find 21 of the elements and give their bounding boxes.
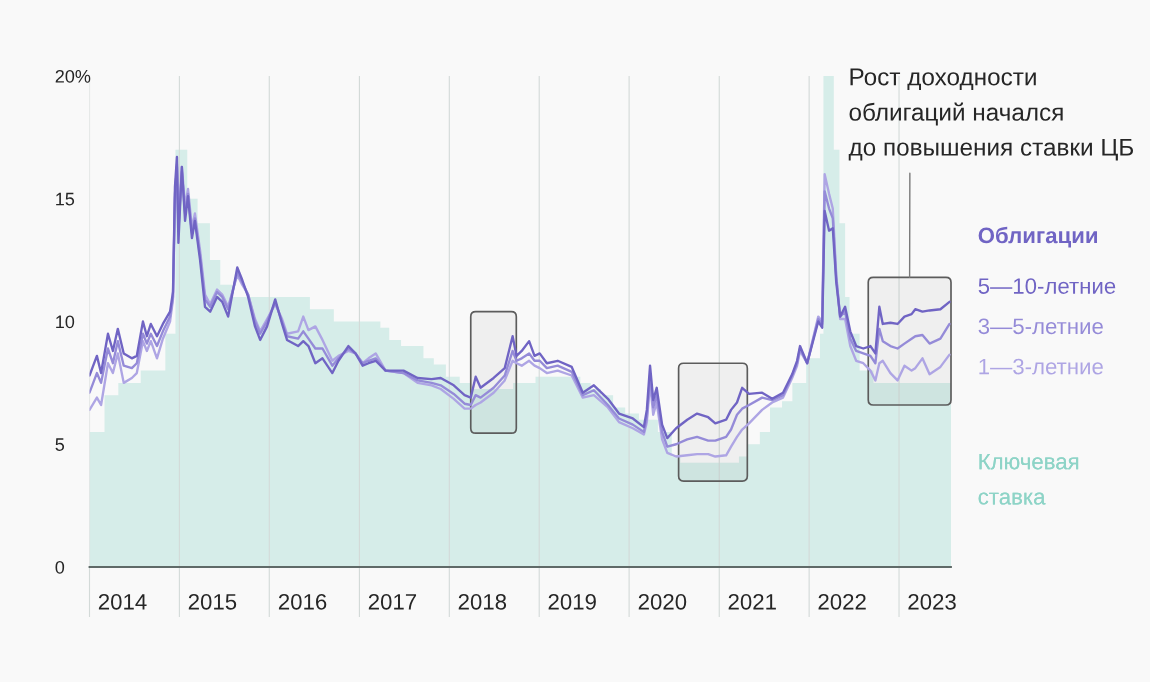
y-tick-label: 15 — [56, 192, 75, 206]
x-tick-label: 2016 — [278, 593, 327, 610]
band-label: Рост доходности облигаций начался до повышения ставки ЦБ — [848, 68, 1134, 161]
x-tick-label: 2019 — [548, 593, 596, 610]
x-tick-label: 2018 — [458, 593, 507, 610]
series-label: Ключевая ставка — [978, 453, 1079, 505]
y-tick-label: 0 — [55, 560, 65, 574]
y-tick-label: 5 — [55, 438, 65, 451]
y-tick-label: 20% — [55, 69, 91, 83]
series-label: 5—10-летние — [978, 278, 1116, 294]
y-tick-label: 10 — [56, 315, 75, 329]
x-tick-label: 2015 — [188, 593, 237, 610]
x-tick-label: 2023 — [908, 593, 956, 610]
legend-title: Облигации — [978, 226, 1097, 248]
x-tick-label: 2020 — [638, 593, 687, 610]
x-tick-label: 2014 — [98, 593, 147, 610]
series-label: 3—5-летние — [978, 318, 1103, 335]
series-label: 1—3-летние — [979, 358, 1103, 375]
x-tick-label: 2022 — [818, 593, 866, 610]
x-tick-label: 2017 — [368, 593, 417, 610]
x-tick-label: 2021 — [728, 593, 776, 610]
